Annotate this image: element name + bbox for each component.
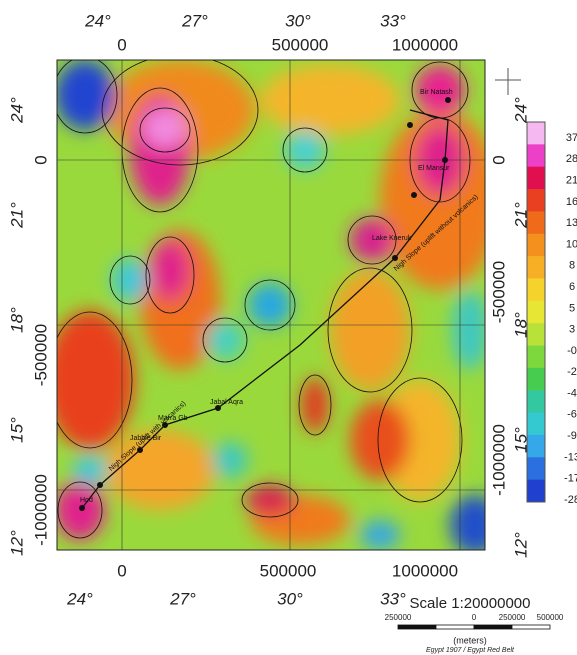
colorbar-swatch (527, 412, 545, 436)
colorbar-label: -28 (564, 494, 577, 506)
colorbar-label: 21 (566, 174, 577, 186)
colorbar-swatch (527, 122, 545, 145)
colorbar-label: 10 (566, 238, 577, 250)
colorbar-swatch (527, 345, 545, 369)
colorbar-label: -13 (564, 451, 577, 463)
colorbar-label: 16 (566, 196, 577, 208)
grid-lines (57, 60, 485, 550)
scale-tick-label: 500000 (537, 613, 564, 622)
top-meter-label: 500000 (272, 35, 329, 54)
left-meter-label: -500000 (31, 324, 50, 386)
right-degree-label: 18° (511, 312, 530, 338)
colorbar-swatch (527, 278, 545, 302)
place-label: Jabal Aqra (210, 399, 243, 406)
bottom-degree-label: 27° (169, 589, 196, 608)
scale-bar: 250000 0 250000 500000 (385, 613, 564, 630)
place-label: Marra Gb (158, 415, 188, 422)
colorbar-swatch (527, 211, 545, 235)
colorbar-swatch (527, 479, 545, 503)
scale-tick-label: 0 (472, 613, 477, 622)
scale-segment (397, 624, 437, 630)
datum-label: Egypt 1907 / Egypt Red Belt (426, 647, 515, 654)
bottom-meter-label: 0 (117, 561, 126, 580)
top-degree-label: 33° (380, 11, 406, 30)
place-label: Lake Kneruk (372, 235, 412, 242)
colorbar-label: 8 (569, 260, 575, 272)
right-meter-label: -500000 (489, 261, 508, 323)
colorbar-label: -6 (567, 409, 577, 421)
left-degree-label: 24° (7, 97, 26, 124)
left-degree-label: 15° (7, 417, 26, 443)
scale-tick-label: 250000 (499, 613, 526, 622)
colorbar-label: -0 (567, 345, 577, 357)
colorbar-swatch (527, 189, 545, 212)
top-degree-label: 30° (285, 11, 311, 30)
top-meter-label: 0 (117, 35, 126, 54)
colorbar-label: 3 (569, 324, 575, 336)
colorbar-label: 6 (569, 281, 575, 293)
bottom-meter-label: 1000000 (392, 561, 458, 580)
colorbar-swatch (527, 434, 545, 458)
colorbar: 37 28 21 16 13 10 8 6 5 3 -0 -2 -4 -6 -9 -13 -17 -28 (526, 121, 577, 506)
right-degree-label: 24° (511, 97, 530, 124)
left-degree-label: 21° (7, 202, 26, 229)
colorbar-label: -9 (567, 430, 577, 442)
colorbar-label: 28 (566, 153, 577, 165)
left-degree-label: 12° (7, 530, 26, 556)
scale-tick-label: 250000 (385, 613, 412, 622)
top-meter-label: 1000000 (392, 35, 458, 54)
map-frame (56, 59, 486, 551)
scale-segment (473, 624, 513, 630)
left-degree-label: 18° (7, 307, 26, 333)
scale-segment (511, 624, 551, 630)
bottom-degree-label: 33° (380, 589, 406, 608)
left-meter-label: -1000000 (31, 474, 50, 546)
right-degree-label: 12° (511, 532, 530, 558)
belt-line (81, 109, 449, 509)
bottom-degree-label: 24° (66, 589, 93, 608)
left-meter-label: 0 (31, 155, 50, 164)
colorbar-swatch (527, 457, 545, 481)
north-arrow (495, 68, 521, 95)
right-meter-label: -1000000 (489, 424, 508, 496)
colorbar-label: 37 (566, 132, 577, 144)
anomaly-map (57, 60, 485, 550)
colorbar-swatch (527, 390, 545, 414)
colorbar-swatch (527, 256, 545, 279)
place-label: Jabble Bir (130, 435, 162, 442)
place-label: El Mansur (418, 165, 450, 172)
colorbar-label: -2 (567, 366, 577, 378)
colorbar-swatch (527, 323, 545, 347)
anomaly-fill (57, 60, 485, 550)
colorbar-swatch (527, 233, 545, 257)
right-meter-label: 0 (489, 155, 508, 164)
place-label: Hod (80, 497, 93, 504)
colorbar-label: 13 (566, 217, 577, 229)
scale-segment (435, 624, 475, 630)
colorbar-swatch (527, 166, 545, 190)
site-markers (79, 97, 451, 511)
place-label: Bir Natash (420, 89, 453, 96)
colorbar-label: -17 (564, 473, 577, 485)
bottom-meter-label: 500000 (260, 561, 317, 580)
bottom-degree-label: 30° (277, 589, 303, 608)
colorbar-label: -4 (567, 387, 577, 399)
colorbar-swatch (527, 144, 545, 168)
colorbar-frame (526, 121, 546, 503)
top-degree-label: 24° (84, 11, 111, 30)
colorbar-swatch (527, 300, 545, 324)
scale-title: Scale 1:20000000 (410, 595, 531, 612)
scale-unit: (meters) (453, 635, 487, 645)
right-degree-label: 15° (511, 427, 530, 453)
colorbar-label: 5 (569, 302, 575, 314)
right-degree-label: 21° (511, 202, 530, 229)
top-degree-label: 27° (181, 11, 208, 30)
colorbar-swatch (527, 367, 545, 391)
